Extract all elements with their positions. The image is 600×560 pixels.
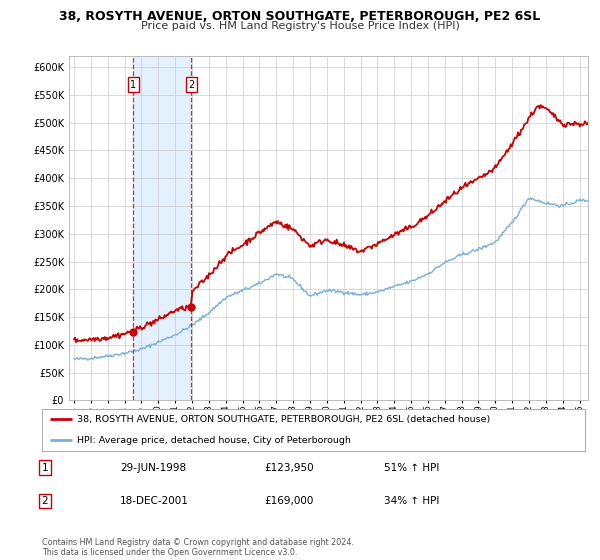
- Text: £123,950: £123,950: [264, 463, 314, 473]
- Bar: [133, 56, 191, 400]
- Text: HPI: Average price, detached house, City of Peterborough: HPI: Average price, detached house, City…: [77, 436, 351, 445]
- Text: 2: 2: [188, 80, 194, 90]
- Text: 34% ↑ HPI: 34% ↑ HPI: [384, 496, 439, 506]
- Text: 1: 1: [41, 463, 49, 473]
- Text: £169,000: £169,000: [264, 496, 313, 506]
- Text: 2: 2: [41, 496, 49, 506]
- Text: Contains HM Land Registry data © Crown copyright and database right 2024.
This d: Contains HM Land Registry data © Crown c…: [42, 538, 354, 557]
- Text: 38, ROSYTH AVENUE, ORTON SOUTHGATE, PETERBOROUGH, PE2 6SL: 38, ROSYTH AVENUE, ORTON SOUTHGATE, PETE…: [59, 10, 541, 23]
- Text: 38, ROSYTH AVENUE, ORTON SOUTHGATE, PETERBOROUGH, PE2 6SL (detached house): 38, ROSYTH AVENUE, ORTON SOUTHGATE, PETE…: [77, 415, 491, 424]
- Text: 1: 1: [130, 80, 136, 90]
- Text: 18-DEC-2001: 18-DEC-2001: [120, 496, 189, 506]
- Text: 29-JUN-1998: 29-JUN-1998: [120, 463, 186, 473]
- Text: 51% ↑ HPI: 51% ↑ HPI: [384, 463, 439, 473]
- Text: Price paid vs. HM Land Registry's House Price Index (HPI): Price paid vs. HM Land Registry's House …: [140, 21, 460, 31]
